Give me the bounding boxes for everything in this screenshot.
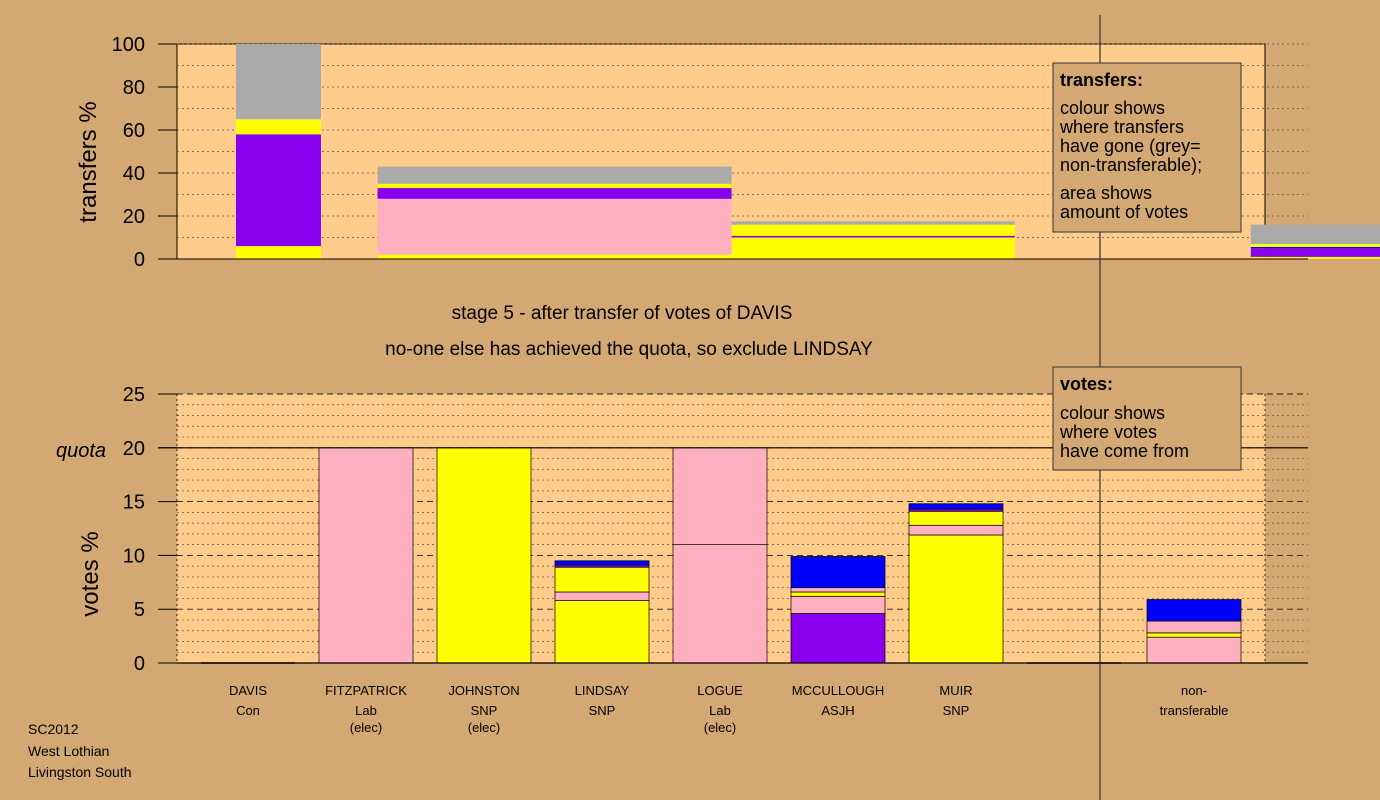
candidate-party: Lab — [355, 703, 377, 718]
transfers-gridlines — [177, 43, 1308, 238]
vote-segment — [672, 447, 768, 545]
candidate-name: DAVIS — [229, 683, 267, 698]
transfer-segment — [1250, 256, 1380, 259]
transfer-segment — [236, 44, 321, 120]
candidate-name: MCCULLOUGH — [792, 683, 884, 698]
footer-council: West Lothian — [28, 743, 109, 759]
transfers-ytick-label: 40 — [123, 163, 145, 185]
transfers-axis-title: transfers % — [75, 101, 102, 222]
candidate-elected-note: (elec) — [350, 720, 383, 735]
candidate-party: ASJH — [821, 703, 854, 718]
transfers-legend: transfers: colour shows where transfers … — [1052, 62, 1242, 233]
quota-label: quota — [56, 440, 106, 462]
votes-legend: votes: colour shows where votes have com… — [1052, 366, 1242, 471]
votes-legend-line: colour shows — [1060, 403, 1165, 423]
vote-segment — [908, 534, 1004, 664]
candidate-name: FITZPATRICK — [325, 683, 407, 698]
transfer-segment — [1250, 224, 1380, 244]
candidate-party: Con — [236, 703, 260, 718]
transfer-segment — [377, 183, 732, 189]
transfer-segment — [236, 134, 321, 247]
votes-axis-title: votes % — [77, 531, 104, 616]
axes: 0 20 40 60 80 100 0 5 10 15 20 25 — [112, 34, 1308, 675]
transfers-bars — [236, 44, 1380, 259]
vote-segment — [908, 503, 1004, 510]
transfers-ytick-label: 80 — [123, 77, 145, 99]
vote-segment — [318, 447, 414, 664]
candidate-name: LINDSAY — [575, 683, 630, 698]
vote-segment — [790, 587, 886, 593]
transfer-segment — [377, 188, 732, 199]
vote-segment — [554, 591, 650, 601]
candidate-party: SNP — [471, 703, 498, 718]
vote-segment — [790, 613, 886, 664]
votes-ytick-label: 20 — [123, 438, 145, 460]
transfers-ytick-label: 100 — [112, 34, 145, 56]
stage-caption: stage 5 - after transfer of votes of DAV… — [452, 303, 793, 324]
transfer-segment — [377, 166, 732, 184]
transfers-ytick-label: 20 — [123, 206, 145, 228]
votes-legend-line: where votes — [1059, 422, 1157, 442]
exclusion-caption: no-one else has achieved the quota, so e… — [385, 339, 873, 360]
vote-segment — [1146, 632, 1242, 638]
vote-segment — [790, 595, 886, 614]
vote-segment — [908, 524, 1004, 536]
nontransferable-label-line2: transferable — [1160, 703, 1229, 718]
candidate-elected-note: (elec) — [468, 720, 501, 735]
transfers-ytick-label: 0 — [134, 249, 145, 271]
vote-segment — [1146, 599, 1242, 622]
transfer-segment — [1250, 246, 1380, 249]
transfer-segment — [377, 254, 732, 259]
candidate-elected-note: (elec) — [704, 720, 737, 735]
vote-segment — [1146, 636, 1242, 664]
transfers-ytick-label: 60 — [123, 120, 145, 142]
votes-ytick-label: 25 — [123, 384, 145, 406]
votes-legend-line: have come from — [1060, 441, 1189, 461]
candidate-name: JOHNSTON — [448, 683, 519, 698]
vote-segment — [554, 600, 650, 664]
votes-ytick-label: 5 — [134, 599, 145, 621]
footer-election: SC2012 — [28, 721, 79, 737]
votes-legend-title: votes: — [1060, 374, 1113, 394]
transfers-legend-line: where transfers — [1059, 117, 1184, 137]
vote-segment — [790, 556, 886, 589]
candidate-name: LOGUE — [697, 683, 743, 698]
vote-segment — [672, 544, 768, 664]
votes-ytick-label: 0 — [134, 653, 145, 675]
candidate-name: MUIR — [939, 683, 972, 698]
transfer-segment — [731, 221, 1015, 225]
votes-ytick-label: 15 — [123, 492, 145, 514]
transfers-legend-line: area shows — [1060, 183, 1152, 203]
transfer-segment — [236, 246, 321, 259]
transfers-legend-line: colour shows — [1060, 98, 1165, 118]
vote-segment — [436, 447, 532, 664]
transfer-segment — [1250, 243, 1380, 247]
transfer-segment — [236, 119, 321, 135]
transfer-segment — [377, 198, 732, 255]
vote-segment — [908, 510, 1004, 526]
transfers-legend-line: non-transferable); — [1060, 155, 1202, 175]
transfer-segment — [731, 237, 1015, 259]
votes-bars — [201, 447, 1242, 664]
transfer-segment — [1250, 248, 1380, 257]
vote-segment — [554, 560, 650, 566]
vote-segment — [790, 591, 886, 597]
candidate-party: SNP — [589, 703, 616, 718]
candidate-party: Lab — [709, 703, 731, 718]
vote-segment — [554, 566, 650, 593]
transfer-segment — [731, 235, 1015, 238]
footer-ward: Livingston South — [28, 764, 132, 780]
candidate-labels: DAVIS Con FITZPATRICK Lab (elec) JOHNSTON SNP (… — [229, 683, 973, 735]
votes-ytick-label: 10 — [123, 545, 145, 567]
transfers-legend-line: amount of votes — [1060, 202, 1188, 222]
vote-segment — [1146, 620, 1242, 634]
transfer-segment — [731, 224, 1015, 236]
nontransferable-label-line1: non- — [1181, 683, 1207, 698]
transfers-legend-line: have gone (grey= — [1060, 136, 1201, 156]
transfers-legend-title: transfers: — [1060, 70, 1143, 90]
candidate-party: SNP — [943, 703, 970, 718]
